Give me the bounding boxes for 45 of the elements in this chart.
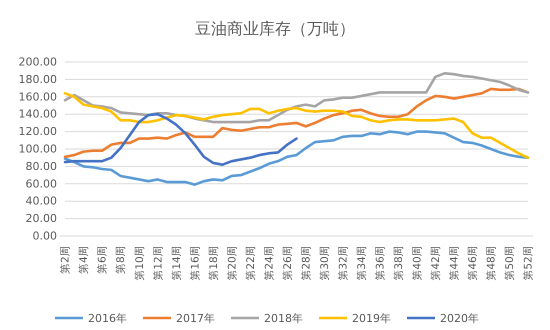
- chart-title: 豆油商业库存（万吨）: [195, 19, 355, 38]
- x-tick-label: 第8周: [115, 245, 128, 274]
- y-tick-label: 200.00: [18, 56, 57, 69]
- y-tick-label: 60.00: [26, 177, 57, 190]
- x-tick-label: 第20周: [226, 245, 238, 281]
- x-tick-label: 第14周: [170, 245, 183, 281]
- y-tick-label: 120.00: [18, 125, 57, 138]
- legend-label: 2017年: [176, 312, 215, 325]
- x-tick-label: 第32周: [337, 245, 350, 281]
- x-tick-label: 第4周: [78, 245, 90, 274]
- x-tick-label: 第38周: [393, 245, 406, 281]
- y-tick-label: 0.00: [32, 230, 57, 243]
- x-tick-label: 第26周: [282, 245, 294, 281]
- x-tick-label: 第48周: [486, 245, 498, 281]
- x-tick-label: 第46周: [467, 245, 480, 281]
- x-tick-label: 第22周: [244, 245, 257, 281]
- x-tick-label: 第18周: [208, 245, 220, 281]
- x-tick-label: 第30周: [318, 245, 331, 281]
- x-tick-label: 第2周: [60, 245, 72, 274]
- x-tick-label: 第10周: [134, 245, 146, 281]
- x-tick-label: 第16周: [189, 245, 202, 281]
- y-tick-label: 80.00: [26, 160, 57, 173]
- legend-label: 2020年: [440, 312, 479, 325]
- line-series: [64, 112, 298, 166]
- y-tick-label: 140.00: [18, 108, 57, 121]
- x-tick-label: 第34周: [356, 245, 368, 281]
- x-tick-label: 第24周: [263, 245, 276, 281]
- x-tick-label: 第52周: [522, 245, 535, 281]
- y-tick-label: 100.00: [18, 142, 57, 156]
- y-tick-label: 180.00: [18, 72, 57, 86]
- x-tick-label: 第44周: [448, 245, 461, 281]
- legend-label: 2018年: [264, 312, 303, 325]
- y-tick-label: 40.00: [26, 194, 57, 208]
- x-tick-label: 第12周: [152, 245, 164, 281]
- y-tick-label: 160.00: [18, 90, 57, 104]
- x-tick-label: 第42周: [430, 245, 442, 281]
- legend-label: 2016年: [88, 312, 127, 325]
- y-tick-label: 20.00: [26, 212, 57, 226]
- legend-label: 2019年: [352, 312, 391, 325]
- x-tick-label: 第40周: [412, 245, 424, 281]
- line-series: [64, 130, 530, 186]
- x-tick-label: 第6周: [96, 245, 109, 274]
- x-tick-label: 第36周: [374, 245, 387, 281]
- x-tick-label: 第28周: [300, 245, 312, 281]
- x-tick-label: 第50周: [504, 245, 516, 281]
